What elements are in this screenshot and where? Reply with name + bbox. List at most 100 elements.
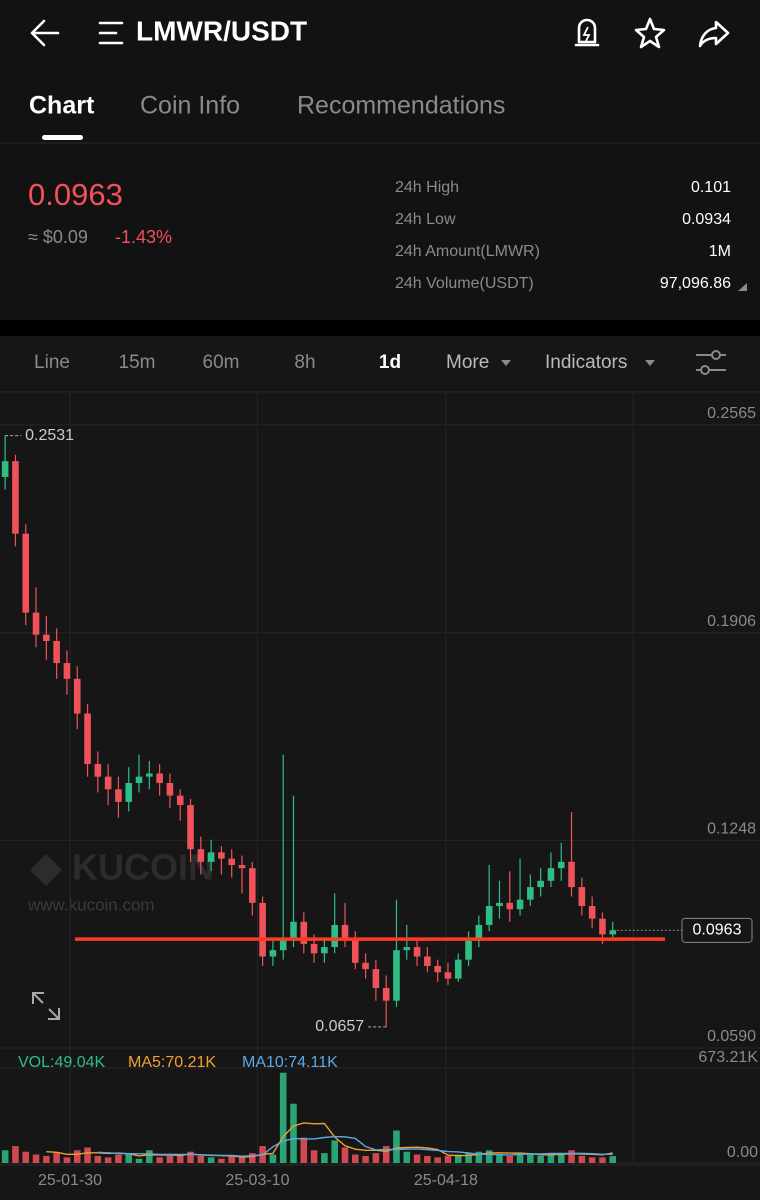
volume-bar — [475, 1151, 483, 1163]
candle-body — [84, 713, 91, 765]
top-bg — [0, 0, 760, 320]
high-marker-label: 0.2531 — [25, 427, 74, 444]
interval[interactable]: 8h — [294, 352, 315, 373]
expand-triangle[interactable] — [738, 283, 747, 291]
candle-body — [104, 776, 112, 790]
candle-body — [527, 887, 534, 900]
volume-bar — [568, 1150, 575, 1163]
tab[interactable]: Coin Info — [140, 92, 240, 120]
back-button[interactable] — [30, 19, 60, 47]
candle-body — [197, 849, 205, 862]
volume-bar — [393, 1130, 400, 1163]
x-tick-label: 25-03-10 — [225, 1172, 289, 1189]
volume-bar — [115, 1154, 122, 1163]
volume-bar — [279, 1072, 287, 1163]
tab-indicator — [42, 135, 83, 140]
candle-body — [228, 858, 236, 866]
candle-body — [12, 461, 19, 534]
volume-bar — [331, 1140, 338, 1163]
candle-body — [547, 868, 555, 881]
volume-bar — [197, 1155, 205, 1163]
candle-body — [53, 640, 60, 664]
candle-body — [249, 868, 256, 903]
volume-bar — [43, 1155, 50, 1163]
indicators[interactable]: Indicators — [545, 352, 627, 373]
volume-bar — [207, 1157, 215, 1163]
interval-active[interactable]: 1d — [379, 352, 401, 373]
candle-body — [218, 852, 225, 859]
last-price: 0.0963 — [28, 177, 123, 212]
price-change: -1.43% — [115, 227, 172, 247]
stat-value: 1M — [709, 243, 731, 260]
alert-button[interactable] — [574, 18, 600, 47]
volume-bar — [63, 1157, 71, 1163]
candle-body — [135, 776, 143, 783]
interval[interactable]: 15m — [119, 352, 156, 373]
volume-bar — [73, 1150, 81, 1163]
share-button[interactable] — [698, 20, 730, 48]
volume-bar — [218, 1158, 225, 1163]
candle-body — [557, 861, 565, 869]
candle-body — [156, 773, 163, 783]
volume-bar — [547, 1154, 555, 1163]
candle-body — [259, 902, 266, 957]
y-tick-label: 0.1906 — [707, 613, 756, 630]
candle-body — [125, 782, 133, 802]
candle-body — [444, 972, 452, 979]
volume-bar — [12, 1146, 19, 1163]
y-tick-label: 0.1248 — [707, 821, 756, 838]
chart-bg — [0, 393, 760, 1200]
stat-label: 24h Amount(LMWR) — [395, 243, 540, 260]
volume-bar — [351, 1154, 359, 1163]
volume-bar — [22, 1151, 30, 1163]
volume-bar — [444, 1155, 452, 1163]
tab[interactable]: Chart — [29, 92, 95, 120]
volume-bar — [362, 1155, 369, 1163]
menu-button[interactable] — [98, 21, 124, 45]
candle-body — [279, 937, 287, 951]
chart-settings[interactable] — [696, 350, 726, 375]
candle-body — [32, 612, 40, 635]
candle-body — [310, 943, 318, 954]
favorite-button[interactable] — [634, 17, 666, 49]
volume-bar — [454, 1154, 462, 1163]
candle-body — [269, 950, 277, 957]
volume-bar — [382, 1146, 390, 1163]
stat-label: 24h High — [395, 179, 459, 196]
volume-bar — [609, 1156, 617, 1163]
stat-label: 24h Volume(USDT) — [395, 275, 534, 292]
candle-body — [516, 899, 524, 910]
candle-body — [588, 906, 596, 919]
candle-body — [290, 921, 297, 938]
candle-body — [609, 930, 617, 935]
candle-body — [568, 861, 575, 888]
fullscreen-button[interactable] — [32, 992, 60, 1020]
low-marker-label: 0.0657 — [315, 1018, 364, 1035]
volume-bar — [465, 1153, 472, 1163]
interval[interactable]: Line — [34, 352, 70, 373]
tab[interactable]: Recommendations — [297, 92, 505, 120]
volume-bar — [104, 1157, 112, 1163]
volume-bar — [516, 1153, 524, 1163]
candle-body — [115, 789, 122, 802]
y-tick-label: 0.2565 — [707, 405, 756, 422]
candle-body — [372, 969, 380, 989]
volume-bar — [341, 1147, 349, 1163]
candle-body — [485, 906, 493, 925]
interval-more[interactable]: More — [446, 352, 489, 373]
volume-bar — [1, 1150, 9, 1163]
interval[interactable]: 60m — [203, 352, 240, 373]
volume-bar — [269, 1154, 277, 1163]
candle-body — [454, 959, 462, 979]
volume-bar — [176, 1154, 184, 1163]
volume-bar — [125, 1153, 133, 1163]
candle-body — [146, 773, 153, 777]
volume-bar — [485, 1150, 493, 1163]
candle-body — [351, 937, 359, 963]
volume-bar — [53, 1153, 60, 1163]
candle-body — [465, 940, 472, 960]
x-tick-label: 25-01-30 — [38, 1172, 102, 1189]
candle-body — [424, 956, 431, 966]
volume-bar — [599, 1157, 606, 1163]
